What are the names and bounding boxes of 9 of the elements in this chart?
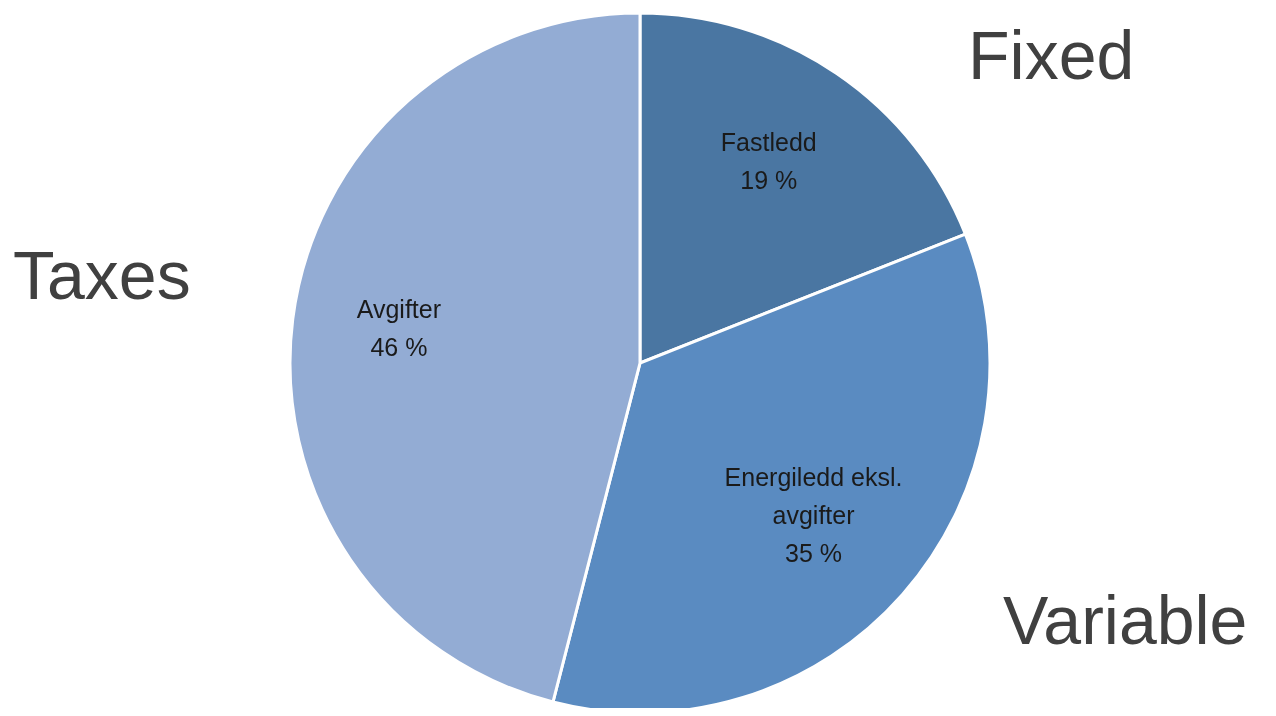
- text: Variable: [1003, 582, 1248, 658]
- slice-label: Avgifter: [356, 295, 442, 324]
- data-label: 46 %: [370, 333, 428, 362]
- slice-label: Fastledd: [720, 128, 817, 157]
- text: Fixed: [968, 17, 1135, 93]
- slice-label: Energiledd eksl. avgifter: [724, 463, 903, 530]
- text: Taxes: [13, 237, 191, 313]
- data-label: 19 %: [740, 166, 798, 195]
- data-label: 35 %: [785, 539, 843, 568]
